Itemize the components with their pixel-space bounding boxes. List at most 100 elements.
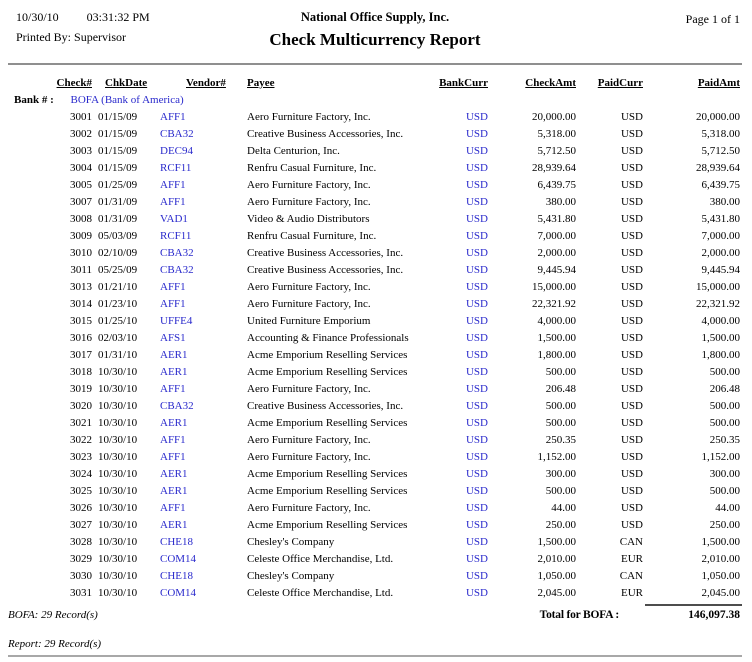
table-row: 3021 10/30/10 AER1 Acme Emporium Reselling … <box>8 415 742 432</box>
column-header-paid-amount: PaidAmt <box>697 77 740 89</box>
bottom-divider <box>8 655 742 657</box>
cell-check-number: 3028 <box>70 536 92 548</box>
printed-by-value: Supervisor <box>74 30 127 44</box>
cell-paid-currency: USD <box>620 315 643 327</box>
cell-paid-currency: CAN <box>619 536 643 548</box>
cell-check-number: 3009 <box>70 230 92 242</box>
cell-paid-amount: 2,045.00 <box>701 587 741 599</box>
cell-bank-currency: USD <box>465 553 488 565</box>
cell-paid-amount: 44.00 <box>715 502 740 514</box>
cell-bank-currency: USD <box>465 230 488 242</box>
column-header-row: Check# ChkDate Vendor# Payee BankCurr CheckAm… <box>8 75 742 92</box>
cell-payee: Delta Centurion, Inc. <box>247 145 340 157</box>
cell-paid-amount: 2,010.00 <box>701 553 741 565</box>
cell-check-date: 01/15/09 <box>98 162 138 174</box>
cell-paid-amount: 500.00 <box>709 366 740 378</box>
cell-vendor-code: CHE18 <box>160 570 193 582</box>
page-indicator: Page 1 of 1 <box>685 12 740 26</box>
cell-check-number: 3011 <box>70 264 92 276</box>
cell-check-number: 3021 <box>70 417 92 429</box>
cell-check-date: 01/31/09 <box>98 196 138 208</box>
cell-vendor-code: DEC94 <box>160 145 193 157</box>
printed-time: 03:31:32 PM <box>86 10 150 24</box>
cell-check-number: 3020 <box>70 400 92 412</box>
cell-paid-amount: 1,500.00 <box>701 332 741 344</box>
cell-paid-amount: 1,152.00 <box>701 451 741 463</box>
cell-check-number: 3019 <box>70 383 92 395</box>
cell-bank-currency: USD <box>465 332 488 344</box>
cell-payee: Aero Furniture Factory, Inc. <box>247 451 371 463</box>
cell-bank-currency: USD <box>465 196 488 208</box>
cell-check-amount: 1,152.00 <box>537 451 577 463</box>
cell-check-date: 10/30/10 <box>98 587 138 599</box>
cell-bank-currency: USD <box>465 213 488 225</box>
cell-check-amount: 28,939.64 <box>532 162 576 174</box>
table-row: 3028 10/30/10 CHE18 Chesley's Company USD 1,5… <box>8 534 742 551</box>
cell-check-amount: 300.00 <box>545 468 576 480</box>
table-row: 3011 05/25/09 CBA32 Creative Business Acces… <box>8 262 742 279</box>
company-name: National Office Supply, Inc. <box>300 10 450 24</box>
cell-check-amount: 1,050.00 <box>537 570 577 582</box>
column-header-payee: Payee <box>247 77 275 89</box>
cell-check-date: 10/30/10 <box>98 366 138 378</box>
cell-paid-currency: USD <box>620 196 643 208</box>
cell-payee: Aero Furniture Factory, Inc. <box>247 179 371 191</box>
cell-paid-amount: 1,050.00 <box>701 570 741 582</box>
cell-check-date: 10/30/10 <box>98 468 138 480</box>
cell-bank-currency: USD <box>465 247 488 259</box>
cell-check-number: 3003 <box>70 145 92 157</box>
print-info: 10/30/10 03:31:32 PM Printed By: Supervis… <box>16 10 150 45</box>
cell-payee: Celeste Office Merchandise, Ltd. <box>247 553 394 565</box>
cell-payee: Acme Emporium Reselling Services <box>247 468 408 480</box>
cell-check-date: 01/31/10 <box>98 349 138 361</box>
cell-bank-currency: USD <box>465 536 488 548</box>
cell-bank-currency: USD <box>465 281 488 293</box>
cell-check-number: 3007 <box>70 196 92 208</box>
cell-check-date: 10/30/10 <box>98 400 138 412</box>
cell-payee: Accounting & Finance Professionals <box>247 332 409 344</box>
table-row: 3003 01/15/09 DEC94 Delta Centurion, Inc. US… <box>8 143 742 160</box>
cell-check-amount: 500.00 <box>545 366 576 378</box>
cell-vendor-code: AER1 <box>160 349 188 361</box>
cell-paid-amount: 4,000.00 <box>701 315 741 327</box>
table-row: 3027 10/30/10 AER1 Acme Emporium Reselling … <box>8 517 742 534</box>
table-row: 3002 01/15/09 CBA32 Creative Business Acces… <box>8 126 742 143</box>
cell-payee: Acme Emporium Reselling Services <box>247 366 408 378</box>
printed-date: 10/30/10 <box>16 10 59 24</box>
cell-vendor-code: AFF1 <box>160 434 186 446</box>
cell-vendor-code: AER1 <box>160 485 188 497</box>
cell-payee: Aero Furniture Factory, Inc. <box>247 281 371 293</box>
cell-vendor-code: CHE18 <box>160 536 193 548</box>
column-header-check-amount: CheckAmt <box>525 77 576 89</box>
cell-check-amount: 4,000.00 <box>537 315 577 327</box>
column-header-check-number: Check# <box>56 77 92 89</box>
cell-payee: Renfru Casual Furniture, Inc. <box>247 230 377 242</box>
cell-payee: Celeste Office Merchandise, Ltd. <box>247 587 394 599</box>
cell-paid-amount: 380.00 <box>709 196 740 208</box>
cell-bank-currency: USD <box>465 383 488 395</box>
cell-paid-currency: USD <box>620 468 643 480</box>
cell-check-amount: 2,010.00 <box>537 553 577 565</box>
cell-paid-amount: 500.00 <box>709 485 740 497</box>
cell-check-number: 3004 <box>70 162 92 174</box>
cell-payee: Acme Emporium Reselling Services <box>247 417 408 429</box>
cell-check-amount: 2,045.00 <box>537 587 577 599</box>
table-row: 3001 01/15/09 AFF1 Aero Furniture Factory, … <box>8 109 742 126</box>
cell-check-amount: 1,500.00 <box>537 332 577 344</box>
cell-vendor-code: AFF1 <box>160 196 186 208</box>
cell-check-amount: 250.00 <box>545 519 576 531</box>
cell-paid-currency: USD <box>620 485 643 497</box>
cell-paid-amount: 22,321.92 <box>696 298 740 310</box>
cell-payee: Aero Furniture Factory, Inc. <box>247 196 371 208</box>
cell-bank-currency: USD <box>465 298 488 310</box>
cell-payee: Creative Business Accessories, Inc. <box>247 264 404 276</box>
column-header-paid-currency: PaidCurr <box>597 77 643 89</box>
cell-check-date: 02/10/09 <box>98 247 138 259</box>
report-title: Check Multicurrency Report <box>269 30 481 49</box>
cell-bank-currency: USD <box>465 502 488 514</box>
cell-check-date: 10/30/10 <box>98 519 138 531</box>
table-row: 3005 01/25/09 AFF1 Aero Furniture Factory, … <box>8 177 742 194</box>
cell-paid-currency: USD <box>620 247 643 259</box>
cell-paid-amount: 5,712.50 <box>701 145 741 157</box>
